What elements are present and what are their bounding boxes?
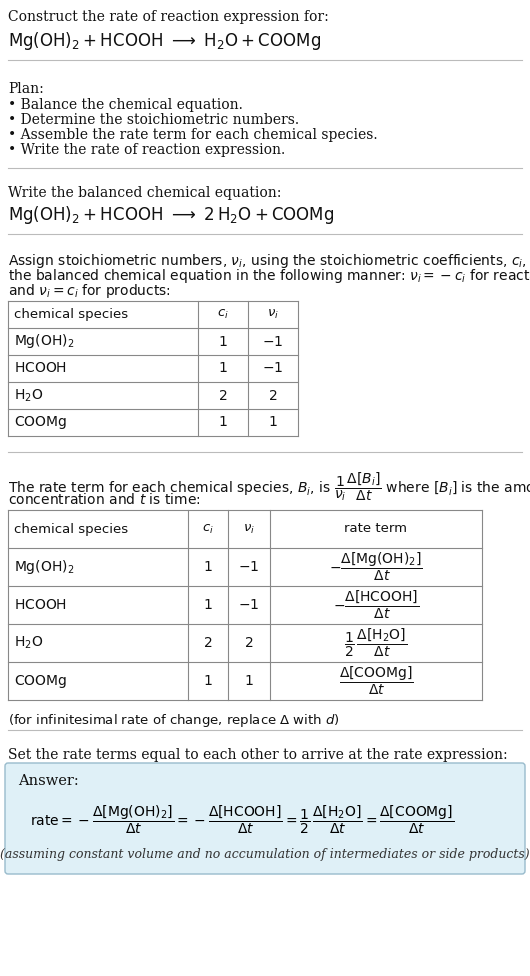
Text: chemical species: chemical species bbox=[14, 522, 128, 536]
Text: (for infinitesimal rate of change, replace $\Delta$ with $d$): (for infinitesimal rate of change, repla… bbox=[8, 712, 340, 729]
Text: $\mathrm{HCOOH}$: $\mathrm{HCOOH}$ bbox=[14, 361, 67, 376]
Text: $1$: $1$ bbox=[203, 674, 213, 688]
Text: rate term: rate term bbox=[344, 522, 408, 536]
Text: $\mathrm{H_2O}$: $\mathrm{H_2O}$ bbox=[14, 634, 43, 651]
Text: $-\dfrac{\Delta[\mathrm{HCOOH}]}{\Delta t}$: $-\dfrac{\Delta[\mathrm{HCOOH}]}{\Delta … bbox=[333, 589, 419, 621]
Text: $1$: $1$ bbox=[203, 560, 213, 574]
Text: $-1$: $-1$ bbox=[262, 361, 284, 376]
Text: $\mathrm{Mg(OH)_2}$: $\mathrm{Mg(OH)_2}$ bbox=[14, 558, 74, 576]
Text: $-\dfrac{\Delta[\mathrm{Mg(OH)_2}]}{\Delta t}$: $-\dfrac{\Delta[\mathrm{Mg(OH)_2}]}{\Del… bbox=[329, 550, 423, 584]
Text: $\mathrm{Mg(OH)_2 + HCOOH \ \longrightarrow \ 2\,H_2O + COOMg}$: $\mathrm{Mg(OH)_2 + HCOOH \ \longrightar… bbox=[8, 204, 334, 226]
Text: • Write the rate of reaction expression.: • Write the rate of reaction expression. bbox=[8, 143, 285, 157]
Text: $1$: $1$ bbox=[218, 361, 228, 376]
Text: $2$: $2$ bbox=[268, 388, 278, 402]
Text: $1$: $1$ bbox=[244, 674, 254, 688]
Text: $c_i$: $c_i$ bbox=[217, 308, 229, 321]
Text: Write the balanced chemical equation:: Write the balanced chemical equation: bbox=[8, 186, 281, 200]
Text: • Assemble the rate term for each chemical species.: • Assemble the rate term for each chemic… bbox=[8, 128, 377, 142]
Text: Construct the rate of reaction expression for:: Construct the rate of reaction expressio… bbox=[8, 10, 329, 24]
Text: $\mathrm{COOMg}$: $\mathrm{COOMg}$ bbox=[14, 414, 67, 431]
Text: chemical species: chemical species bbox=[14, 308, 128, 321]
Text: $\dfrac{\Delta[\mathrm{COOMg}]}{\Delta t}$: $\dfrac{\Delta[\mathrm{COOMg}]}{\Delta t… bbox=[339, 665, 413, 697]
Text: $c_i$: $c_i$ bbox=[202, 522, 214, 536]
Text: The rate term for each chemical species, $B_i$, is $\dfrac{1}{\nu_i}\dfrac{\Delt: The rate term for each chemical species,… bbox=[8, 470, 530, 503]
Text: $-1$: $-1$ bbox=[238, 598, 260, 612]
Text: $\mathrm{COOMg}$: $\mathrm{COOMg}$ bbox=[14, 672, 67, 689]
Text: $1$: $1$ bbox=[218, 335, 228, 348]
Text: $\mathrm{HCOOH}$: $\mathrm{HCOOH}$ bbox=[14, 598, 67, 612]
Text: $2$: $2$ bbox=[244, 636, 254, 650]
Text: $\mathrm{rate} = -\dfrac{\Delta[\mathrm{Mg(OH)_2}]}{\Delta t} = -\dfrac{\Delta[\: $\mathrm{rate} = -\dfrac{\Delta[\mathrm{… bbox=[30, 804, 454, 836]
Text: $-1$: $-1$ bbox=[262, 335, 284, 348]
Text: Assign stoichiometric numbers, $\nu_i$, using the stoichiometric coefficients, $: Assign stoichiometric numbers, $\nu_i$, … bbox=[8, 252, 530, 270]
Text: concentration and $t$ is time:: concentration and $t$ is time: bbox=[8, 492, 201, 507]
Text: and $\nu_i = c_i$ for products:: and $\nu_i = c_i$ for products: bbox=[8, 282, 171, 300]
Text: $1$: $1$ bbox=[203, 598, 213, 612]
Text: $2$: $2$ bbox=[204, 636, 213, 650]
Text: $\mathrm{Mg(OH)_2 + HCOOH \ \longrightarrow \ H_2O + COOMg}$: $\mathrm{Mg(OH)_2 + HCOOH \ \longrightar… bbox=[8, 30, 321, 52]
Text: the balanced chemical equation in the following manner: $\nu_i = -c_i$ for react: the balanced chemical equation in the fo… bbox=[8, 267, 530, 285]
Text: $1$: $1$ bbox=[218, 416, 228, 429]
Text: • Balance the chemical equation.: • Balance the chemical equation. bbox=[8, 98, 243, 112]
Text: Answer:: Answer: bbox=[18, 774, 79, 788]
FancyBboxPatch shape bbox=[5, 763, 525, 874]
Text: $\dfrac{1}{2}\,\dfrac{\Delta[\mathrm{H_2O}]}{\Delta t}$: $\dfrac{1}{2}\,\dfrac{\Delta[\mathrm{H_2… bbox=[344, 627, 408, 659]
Text: • Determine the stoichiometric numbers.: • Determine the stoichiometric numbers. bbox=[8, 113, 299, 127]
Text: Plan:: Plan: bbox=[8, 82, 44, 96]
Text: Set the rate terms equal to each other to arrive at the rate expression:: Set the rate terms equal to each other t… bbox=[8, 748, 508, 762]
Text: $\nu_i$: $\nu_i$ bbox=[243, 522, 255, 536]
Text: $2$: $2$ bbox=[218, 388, 228, 402]
Text: (assuming constant volume and no accumulation of intermediates or side products): (assuming constant volume and no accumul… bbox=[0, 848, 530, 861]
Text: $\mathrm{Mg(OH)_2}$: $\mathrm{Mg(OH)_2}$ bbox=[14, 333, 74, 350]
Text: $\nu_i$: $\nu_i$ bbox=[267, 308, 279, 321]
Text: $\mathrm{H_2O}$: $\mathrm{H_2O}$ bbox=[14, 387, 43, 404]
Text: $-1$: $-1$ bbox=[238, 560, 260, 574]
Text: $1$: $1$ bbox=[268, 416, 278, 429]
